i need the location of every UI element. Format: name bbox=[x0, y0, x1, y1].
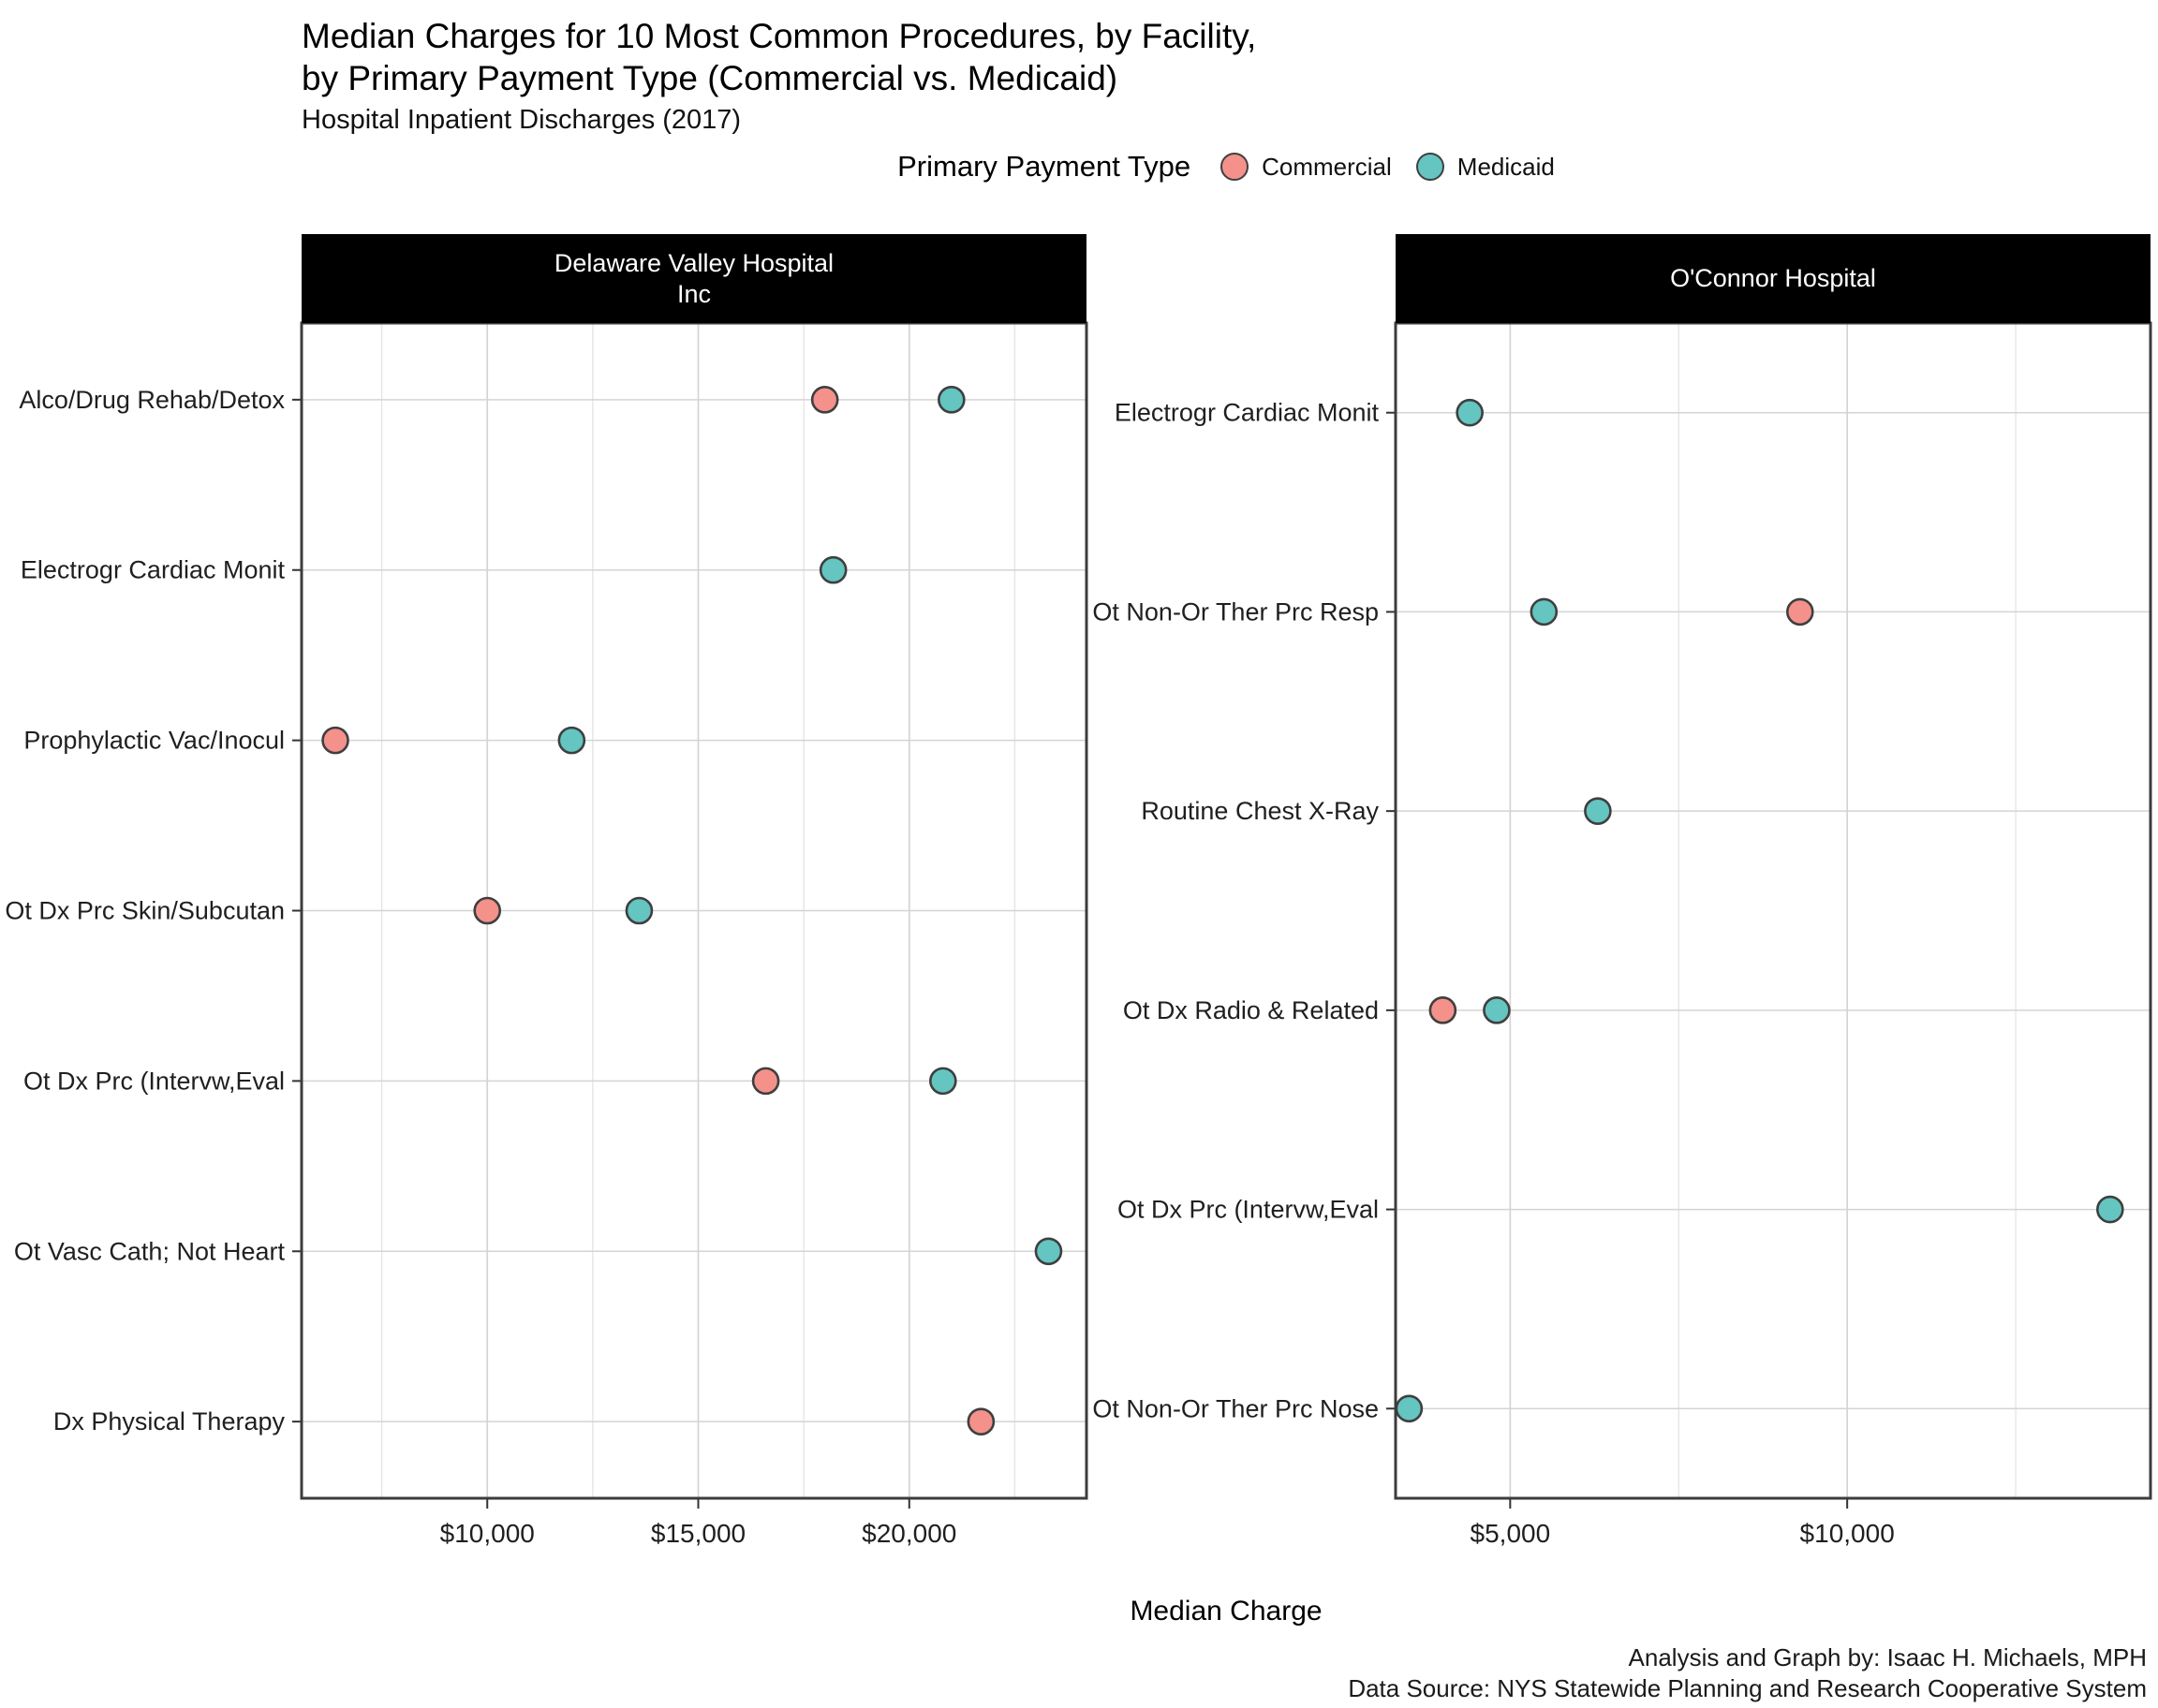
strip-line-1: Delaware Valley Hospital bbox=[554, 248, 835, 277]
x-tick-label: $15,000 bbox=[651, 1519, 746, 1548]
data-point-medicaid bbox=[2096, 1195, 2124, 1224]
facet-strip-oconnor: O'Connor Hospital bbox=[1396, 234, 2151, 323]
commercial-dot-icon bbox=[1220, 153, 1249, 181]
y-axis-label: Electrogr Cardiac Monit bbox=[1115, 399, 1380, 427]
caption-line-1: Analysis and Graph by: Isaac H. Michaels… bbox=[1628, 1643, 2147, 1671]
data-point-commercial bbox=[751, 1067, 780, 1096]
title-line-1: Median Charges for 10 Most Common Proced… bbox=[302, 17, 1257, 55]
medicaid-dot-icon bbox=[1415, 153, 1444, 181]
caption: Analysis and Graph by: Isaac H. Michaels… bbox=[1348, 1642, 2147, 1704]
data-point-medicaid bbox=[1456, 398, 1484, 427]
y-axis-label: Ot Dx Prc Skin/Subcutan bbox=[5, 897, 285, 925]
data-point-medicaid bbox=[929, 1067, 957, 1096]
title-line-2: by Primary Payment Type (Commercial vs. … bbox=[302, 59, 1118, 97]
y-axis-label: Alco/Drug Rehab/Detox bbox=[19, 386, 285, 414]
data-point-medicaid bbox=[1530, 597, 1559, 626]
strip-line-1: O'Connor Hospital bbox=[1670, 264, 1876, 292]
data-point-commercial bbox=[473, 896, 502, 925]
panel-border bbox=[1394, 321, 2152, 1500]
x-tick-label: $20,000 bbox=[862, 1519, 956, 1548]
data-point-medicaid bbox=[819, 555, 848, 584]
data-point-medicaid bbox=[557, 726, 586, 755]
y-axis-label: Ot Dx Prc (Intervw,Eval bbox=[1117, 1196, 1379, 1224]
legend-item-commercial: Commercial bbox=[1220, 153, 1392, 182]
y-axis-label: Prophylactic Vac/Inocul bbox=[23, 727, 285, 755]
data-point-medicaid bbox=[938, 386, 966, 414]
x-tick-label: $10,000 bbox=[440, 1519, 535, 1548]
data-point-commercial bbox=[810, 386, 839, 414]
facet-strip-delaware-valley: Delaware Valley Hospital Inc bbox=[302, 234, 1086, 323]
legend-title: Primary Payment Type bbox=[897, 150, 1191, 183]
data-point-medicaid bbox=[1584, 797, 1612, 825]
data-point-medicaid bbox=[1483, 996, 1511, 1024]
data-point-medicaid bbox=[625, 896, 654, 925]
legend: Primary Payment Type Commercial Medicaid bbox=[302, 139, 2151, 195]
y-axis-label: Ot Dx Radio & Related bbox=[1123, 996, 1379, 1024]
caption-line-2: Data Source: NYS Statewide Planning and … bbox=[1348, 1674, 2147, 1702]
page-title: Median Charges for 10 Most Common Proced… bbox=[302, 15, 1256, 99]
y-axis-label: Ot Non-Or Ther Prc Nose bbox=[1092, 1394, 1379, 1422]
legend-label-commercial: Commercial bbox=[1262, 152, 1392, 181]
y-axis-label: Ot Dx Prc (Intervw,Eval bbox=[23, 1067, 285, 1095]
strip-line-2: Inc bbox=[676, 279, 711, 308]
y-axis-label: Ot Non-Or Ther Prc Resp bbox=[1092, 597, 1379, 626]
page-subtitle: Hospital Inpatient Discharges (2017) bbox=[302, 105, 742, 135]
x-axis-title: Median Charge bbox=[1130, 1596, 1323, 1627]
y-axis-label: Routine Chest X-Ray bbox=[1141, 797, 1379, 825]
x-tick-label: $10,000 bbox=[1800, 1519, 1895, 1548]
y-axis-label: Ot Vasc Cath; Not Heart bbox=[14, 1237, 286, 1265]
y-axis-label: Dx Physical Therapy bbox=[53, 1407, 286, 1436]
data-point-commercial bbox=[321, 726, 349, 755]
data-point-commercial bbox=[1785, 597, 1814, 626]
panel-background bbox=[1396, 323, 2151, 1498]
data-point-medicaid bbox=[1034, 1237, 1063, 1266]
y-axis-label: Electrogr Cardiac Monit bbox=[21, 556, 286, 584]
legend-item-medicaid: Medicaid bbox=[1415, 152, 1555, 182]
legend-label-medicaid: Medicaid bbox=[1456, 152, 1555, 181]
facet-strip-label: Delaware Valley Hospital Inc bbox=[554, 248, 834, 310]
panel-border bbox=[300, 321, 1088, 1500]
data-point-commercial bbox=[967, 1407, 996, 1436]
data-point-medicaid bbox=[1395, 1394, 1424, 1423]
data-point-commercial bbox=[1428, 996, 1457, 1024]
x-tick-label: $5,000 bbox=[1471, 1519, 1551, 1548]
